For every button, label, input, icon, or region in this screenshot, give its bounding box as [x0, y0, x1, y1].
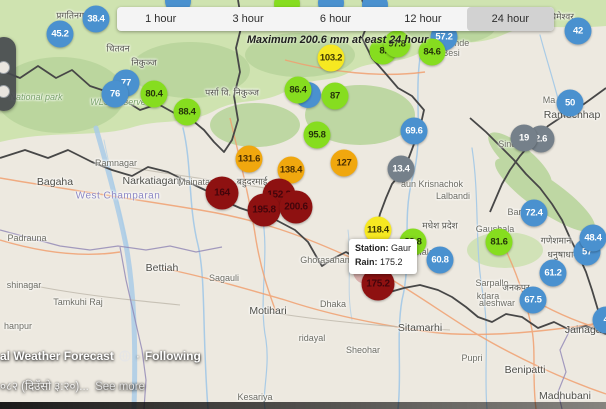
separator-dot: · — [135, 349, 140, 363]
station-marker-95.8[interactable]: 95.8 — [303, 121, 331, 149]
side-widget-icon — [0, 85, 10, 98]
station-marker-87[interactable]: 87 — [321, 82, 349, 110]
tab-12-hour[interactable]: 12 hour — [404, 13, 442, 25]
station-marker-103.2[interactable]: 103.2 — [317, 44, 345, 72]
station-marker-84.6[interactable]: 84.6 — [418, 38, 446, 66]
see-more-link[interactable]: See more — [95, 381, 145, 393]
station-marker-88.4[interactable]: 88.4 — [173, 98, 201, 126]
map-side-widget[interactable] — [0, 37, 16, 111]
station-marker-195.8[interactable]: 195.8 — [247, 193, 281, 227]
tab-24-hour[interactable]: 24 hour — [466, 7, 554, 31]
time-range-tab-bar: 1 hour 3 hour 6 hour 12 hour 24 hour — [117, 7, 554, 31]
station-marker-81.6[interactable]: 81.6 — [485, 228, 513, 256]
station-marker-4[interactable]: 4 — [592, 306, 606, 334]
station-marker-97.8[interactable]: 97.8 — [383, 30, 411, 58]
station-marker-48.4[interactable]: 48.4 — [579, 224, 606, 252]
station-marker-86.4[interactable]: 86.4 — [284, 76, 312, 104]
district-borders — [0, 229, 571, 409]
station-marker-138.4[interactable]: 138.4 — [277, 156, 305, 184]
post-text: ०८२ (दिउँसो ३:२०)... — [0, 381, 89, 393]
station-marker-80.4[interactable]: 80.4 — [140, 80, 168, 108]
station-marker-200.6[interactable]: 200.6 — [279, 190, 313, 224]
station-marker-127[interactable]: 127 — [330, 149, 358, 177]
tab-3-hour[interactable]: 3 hour — [232, 13, 264, 25]
station-marker-164[interactable]: 164 — [205, 176, 239, 210]
tooltip-rain-label: Rain: — [355, 256, 378, 267]
station-marker-67.5[interactable]: 67.5 — [519, 286, 547, 314]
page-name[interactable]: al Weather Forecast — [0, 349, 114, 363]
station-marker-60.8[interactable]: 60.8 — [426, 246, 454, 274]
video-progress-bar[interactable] — [0, 402, 606, 409]
tooltip-station-value: Gaur — [391, 243, 412, 253]
station-tooltip: Station: Gaur Rain: 175.2 — [349, 239, 418, 274]
station-marker-45.2[interactable]: 45.2 — [46, 20, 74, 48]
station-marker-72.4[interactable]: 72.4 — [520, 199, 548, 227]
station-marker-131.6[interactable]: 131.6 — [235, 145, 263, 173]
tab-6-hour[interactable]: 6 hour — [319, 13, 352, 25]
tooltip-rain-value: 175.2 — [380, 256, 403, 267]
max-rainfall-banner: Maximum 200.6 mm at east 24 hour — [247, 34, 429, 46]
tooltip-station-label: Station: — [355, 243, 389, 253]
tab-1-hour[interactable]: 1 hour — [145, 13, 177, 25]
tooltip-rain-row: Rain: 175.2 — [355, 256, 411, 270]
station-marker-69.6[interactable]: 69.6 — [400, 117, 428, 145]
station-marker-50[interactable]: 50 — [556, 89, 584, 117]
tooltip-station-row: Station: Gaur — [355, 242, 411, 256]
roads-primary — [0, 59, 606, 409]
following-label[interactable]: Following — [144, 349, 201, 363]
station-marker-19[interactable]: 19 — [510, 124, 538, 152]
side-widget-icon — [0, 61, 10, 74]
station-marker-42[interactable]: 42 — [564, 17, 592, 45]
page-title-row: al Weather Forecast · Following — [0, 349, 201, 363]
station-marker-13.4[interactable]: 13.4 — [387, 155, 415, 183]
globe-icon — [119, 350, 131, 362]
post-text-row: ०८२ (दिउँसो ३:२०)... See more — [0, 379, 145, 394]
station-marker-61.2[interactable]: 61.2 — [539, 259, 567, 287]
station-marker-38.4[interactable]: 38.4 — [82, 5, 110, 33]
station-marker-76[interactable]: 76 — [101, 80, 129, 108]
